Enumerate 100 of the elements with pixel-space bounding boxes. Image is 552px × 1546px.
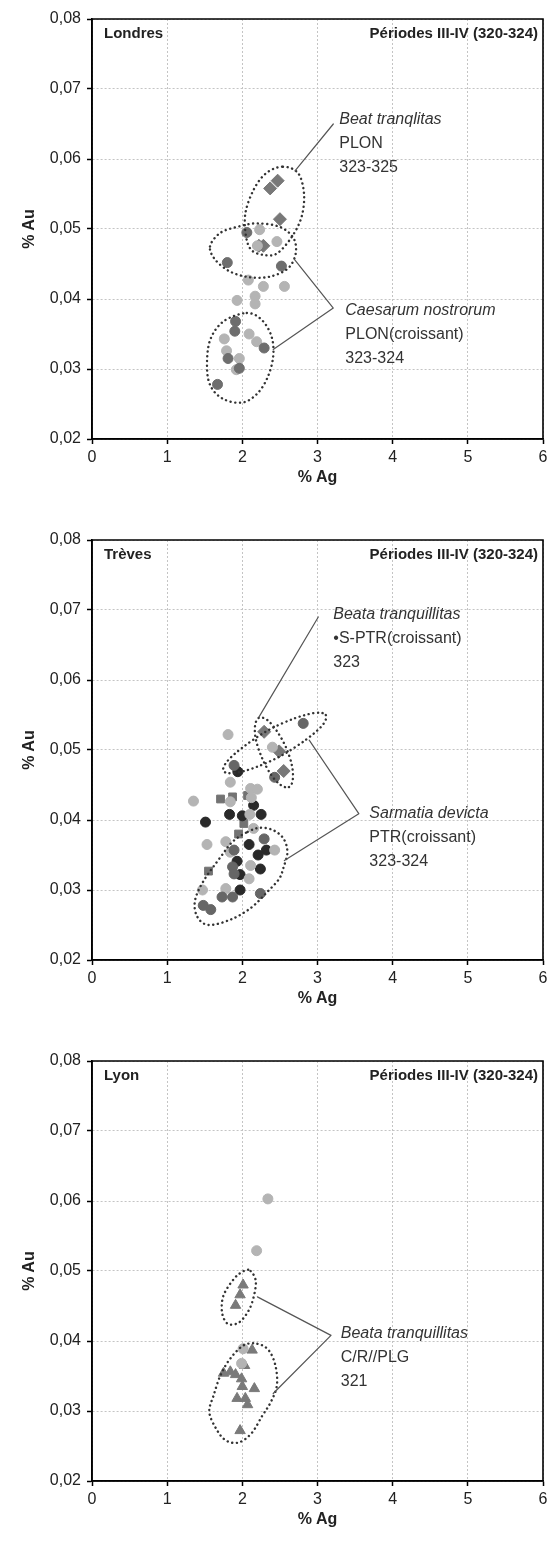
- x-tick-label: 6: [538, 448, 548, 466]
- x-axis-title: % Ag: [297, 467, 338, 485]
- point: [254, 888, 266, 899]
- point: [229, 1298, 242, 1309]
- point: [297, 717, 309, 729]
- y-tick-label: 0,07: [49, 600, 82, 618]
- point: [197, 884, 208, 896]
- point: [244, 808, 256, 820]
- x-tick-label: 0: [87, 448, 97, 466]
- chart-title: Lyon: [104, 1066, 140, 1084]
- y-tick-label: 0,06: [49, 670, 82, 688]
- point: [242, 274, 254, 286]
- point: [269, 844, 281, 856]
- y-tick-label: 0,05: [49, 740, 82, 758]
- point: [270, 173, 285, 188]
- chart-subtitle: Périodes III-IV (320-324): [369, 1066, 538, 1084]
- point: [187, 795, 199, 807]
- point: [248, 1382, 261, 1393]
- point: [216, 794, 225, 804]
- point: [224, 776, 236, 788]
- y-axis-title: % Au: [20, 1251, 38, 1291]
- x-axis-title: % Ag: [297, 988, 338, 1006]
- point: [220, 883, 232, 895]
- x-tick-label: 4: [388, 969, 398, 987]
- point: [218, 333, 230, 345]
- point: [228, 759, 240, 771]
- point: [212, 378, 224, 390]
- y-tick-label: 0,06: [49, 149, 82, 167]
- x-axis-title: % Ag: [297, 1509, 338, 1527]
- y-tick-label: 0,03: [49, 359, 82, 377]
- point: [221, 257, 233, 269]
- annotation: Caesarum nostrorum PLON(croissant) 323-324: [345, 300, 496, 366]
- point: [205, 904, 217, 916]
- y-tick-label: 0,03: [49, 1401, 82, 1419]
- point: [276, 764, 291, 778]
- x-tick-label: 4: [388, 1490, 398, 1508]
- point: [200, 816, 211, 828]
- y-tick-label: 0,08: [49, 1051, 82, 1069]
- point: [258, 342, 270, 354]
- point: [234, 1288, 246, 1299]
- x-tick-label: 1: [162, 969, 172, 987]
- point: [251, 336, 263, 348]
- point: [266, 741, 278, 753]
- x-tick-label: 5: [463, 969, 473, 987]
- point: [237, 1278, 249, 1289]
- point: [201, 839, 213, 850]
- y-tick-label: 0,04: [49, 289, 82, 307]
- point: [262, 1193, 274, 1205]
- chart-title: Londres: [104, 24, 164, 42]
- x-tick-label: 1: [162, 1490, 172, 1508]
- x-tick-label: 2: [237, 448, 247, 466]
- chart-subtitle: Périodes III-IV (320-324): [369, 545, 538, 563]
- point: [216, 891, 228, 903]
- annotation: Beat tranqlitas PLON 323-325: [339, 110, 442, 176]
- x-tick-label: 3: [313, 448, 323, 466]
- point: [263, 181, 278, 196]
- y-tick-label: 0,04: [49, 810, 82, 828]
- chart-subtitle: Périodes III-IV (320-324): [369, 24, 538, 42]
- y-tick-label: 0,02: [49, 1471, 82, 1489]
- point: [228, 868, 240, 880]
- annotation: Sarmatia devicta PTR(croissant) 323-324: [369, 804, 489, 870]
- point: [236, 1380, 249, 1390]
- point: [224, 808, 236, 820]
- x-tick-label: 3: [313, 969, 323, 987]
- x-tick-label: 2: [237, 1490, 247, 1508]
- point: [243, 839, 255, 850]
- y-axis-title: % Au: [20, 730, 38, 770]
- point: [254, 863, 266, 875]
- point: [243, 873, 255, 885]
- x-tick-label: 6: [538, 1490, 548, 1508]
- point: [234, 1424, 246, 1435]
- point: [251, 1245, 263, 1257]
- x-tick-label: 2: [237, 969, 247, 987]
- y-tick-label: 0,03: [49, 880, 82, 898]
- y-tick-label: 0,02: [49, 429, 82, 447]
- y-tick-label: 0,06: [49, 1191, 82, 1209]
- x-tick-label: 1: [162, 448, 172, 466]
- point: [227, 891, 239, 903]
- x-tick-label: 6: [538, 969, 548, 987]
- point: [254, 224, 266, 236]
- point: [258, 833, 270, 845]
- point: [252, 849, 264, 861]
- x-tick-label: 4: [388, 448, 398, 466]
- y-tick-label: 0,07: [49, 1121, 82, 1139]
- x-tick-label: 5: [463, 448, 473, 466]
- x-tick-label: 5: [463, 1490, 473, 1508]
- annotation: Beata tranquillitas C/R//PLG 321: [340, 1324, 468, 1390]
- point: [278, 280, 290, 292]
- point: [245, 792, 257, 804]
- point: [231, 1391, 243, 1402]
- y-axis-title: % Au: [20, 209, 38, 249]
- point: [243, 328, 255, 340]
- point: [275, 260, 287, 272]
- point: [224, 796, 236, 808]
- y-tick-label: 0,02: [49, 950, 82, 968]
- point: [228, 844, 240, 856]
- y-tick-label: 0,05: [49, 219, 82, 237]
- annotation: Beata tranquillitas •S-PTR(croissant) 323: [333, 605, 462, 671]
- y-tick-label: 0,08: [49, 530, 82, 548]
- point: [234, 884, 246, 896]
